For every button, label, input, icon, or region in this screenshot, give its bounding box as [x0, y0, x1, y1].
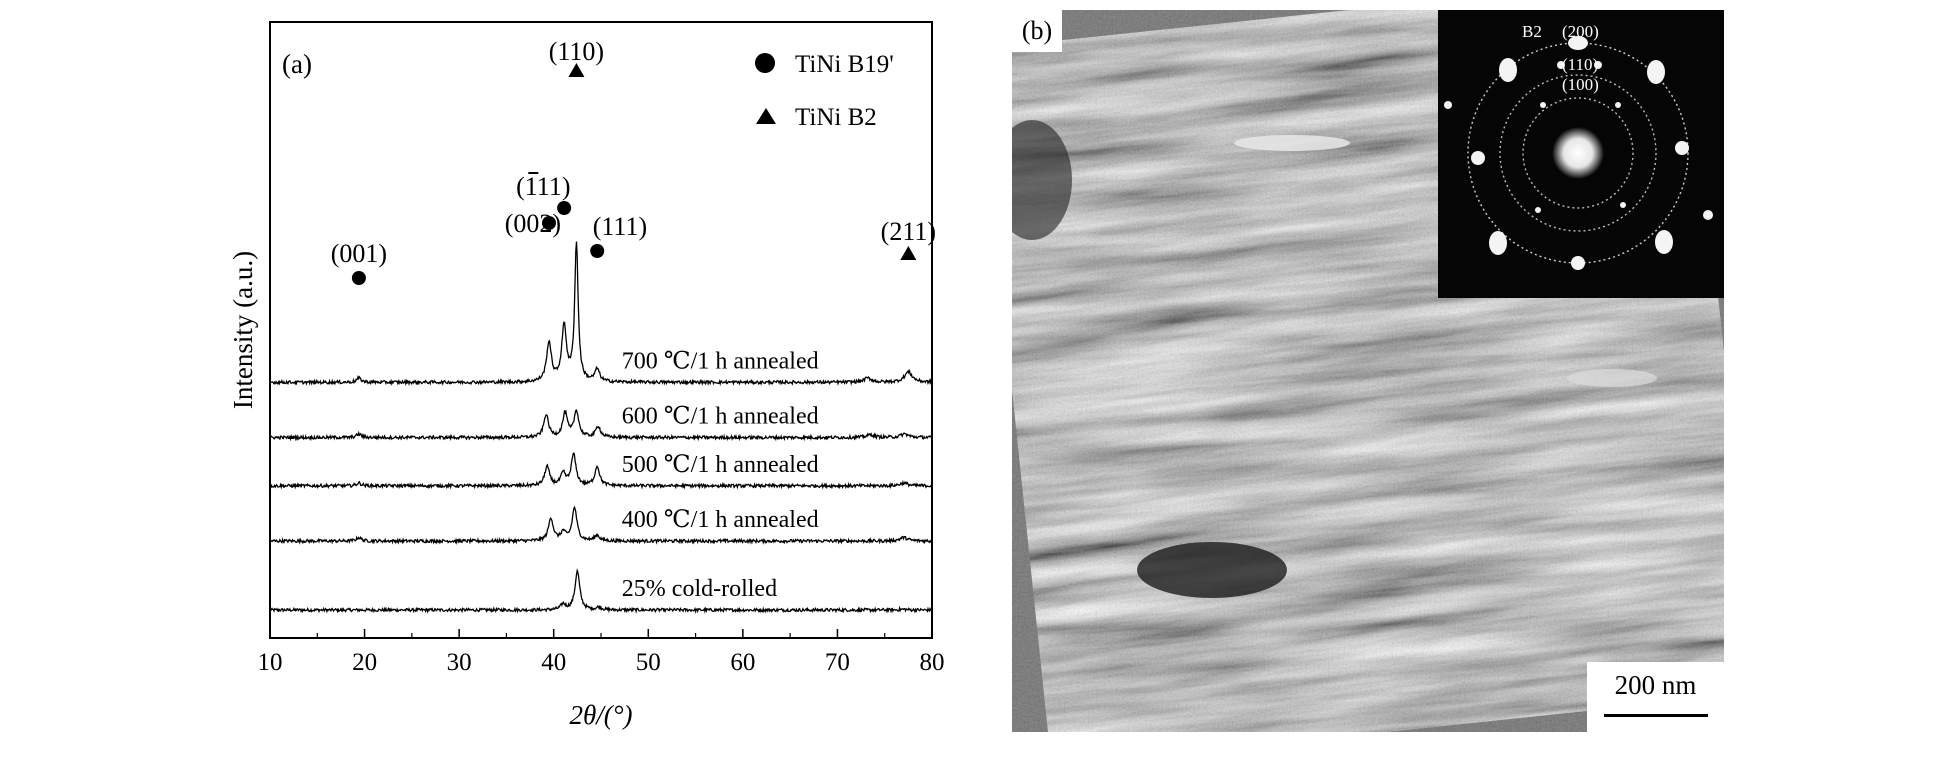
series-labels: 25% cold-rolled 400 ℃/1 h annealed 500 ℃/1…	[622, 348, 819, 602]
diffraction-spot	[1571, 256, 1585, 270]
y-axis-label: Intensity (a.u.)	[228, 251, 258, 409]
series-label: 700 ℃/1 h annealed	[622, 348, 819, 374]
diffraction-spot	[1535, 207, 1541, 213]
diffraction-spot	[1594, 61, 1602, 69]
diffraction-spot	[1444, 101, 1452, 109]
legend: TiNi B19' TiNi B2	[755, 51, 894, 131]
diffraction-spot	[1489, 231, 1507, 255]
series-label: 500 ℃/1 h annealed	[622, 452, 819, 478]
scale-bar: 200 nm	[1587, 662, 1724, 732]
xrd-trace	[269, 241, 933, 387]
x-tick-label: 80	[920, 649, 945, 676]
ring-100	[1522, 97, 1634, 209]
xrd-trace	[269, 452, 933, 490]
b19-peak-marker	[541, 216, 556, 230]
diffraction-spot	[1655, 230, 1673, 254]
diffraction-spot	[1675, 141, 1689, 155]
x-tick-label: 30	[447, 649, 472, 676]
miller-index-label: (001)	[331, 239, 387, 268]
series-label: 400 ℃/1 h annealed	[622, 507, 819, 533]
dark-region	[1012, 120, 1072, 240]
central-beam	[1552, 127, 1604, 179]
dark-precipitate	[1137, 542, 1287, 598]
x-tick-label: 40	[541, 649, 566, 676]
diffraction-spot	[1499, 58, 1517, 82]
xrd-trace	[269, 409, 933, 442]
x-axis: 10 20 30 40 50 60 70 80	[258, 629, 945, 676]
miller-index-label: (111)	[516, 172, 570, 201]
miller-index-label: (110)	[549, 37, 604, 66]
xrd-panel: (a) TiNi B19' TiNi B2 10 20 30 40 50 60 70 80 2…	[228, 21, 945, 730]
peak-annotations: (001) (002) (111) (110) (111) (211)	[331, 37, 936, 285]
series-label: 600 ℃/1 h annealed	[622, 404, 819, 430]
series-label: 25% cold-rolled	[622, 576, 777, 602]
diffraction-spot	[1703, 210, 1713, 220]
diffraction-pattern	[1444, 36, 1713, 270]
inset-label-110: (110)	[1562, 55, 1599, 74]
bright-lath	[1567, 369, 1657, 387]
diffraction-spot	[1540, 102, 1546, 108]
diffraction-spot	[1471, 151, 1485, 165]
x-tick-label: 20	[352, 649, 377, 676]
diffraction-spot	[1620, 202, 1626, 208]
b19-peak-marker	[557, 201, 572, 215]
diffraction-spots	[1444, 36, 1713, 270]
legend-triangle-marker	[756, 108, 776, 124]
b2-peak-marker	[568, 63, 585, 77]
scale-bar-line	[1604, 714, 1708, 717]
ring-200	[1467, 42, 1689, 264]
xrd-trace	[269, 505, 933, 545]
x-tick-label: 50	[636, 649, 661, 676]
diffraction-inset: B2 (200) (110) (100)	[1438, 10, 1724, 298]
panel-b-label: (b)	[1012, 10, 1062, 52]
b19-peak-marker	[590, 244, 605, 258]
diffraction-spot	[1615, 102, 1621, 108]
inset-label-b2: B2	[1522, 22, 1542, 41]
bright-lath	[1234, 135, 1350, 151]
b2-peak-marker	[900, 246, 917, 260]
diffraction-spot	[1557, 61, 1565, 69]
xrd-traces	[269, 241, 933, 614]
x-tick-label: 10	[258, 649, 283, 676]
x-axis-label: 2θ/(°)	[569, 700, 632, 730]
x-tick-label: 60	[730, 649, 755, 676]
xrd-chart: (a) TiNi B19' TiNi B2 10 20 30 40 50 60 70 80 2…	[228, 21, 945, 730]
scale-bar-label: 200 nm	[1614, 670, 1697, 700]
inset-label-200: (200)	[1562, 22, 1599, 41]
xrd-trace	[269, 568, 933, 614]
x-tick-label: 70	[825, 649, 850, 676]
ring-110	[1499, 74, 1657, 232]
legend-label-b19: TiNi B19'	[795, 51, 894, 78]
legend-label-b2: TiNi B2	[795, 104, 877, 131]
legend-circle-marker	[755, 53, 775, 73]
diffraction-spot	[1568, 36, 1588, 50]
miller-index-label: (111)	[593, 212, 647, 241]
inset-label-100: (100)	[1562, 75, 1599, 94]
miller-index-label: (002)	[505, 209, 561, 238]
panel-a-label: (a)	[282, 49, 312, 79]
b19-peak-marker	[351, 271, 366, 285]
miller-index-label: (211)	[881, 217, 936, 246]
diffraction-spot	[1647, 60, 1665, 84]
tem-panel: (b) B2 (200) (110) (100)	[1012, 10, 1724, 732]
